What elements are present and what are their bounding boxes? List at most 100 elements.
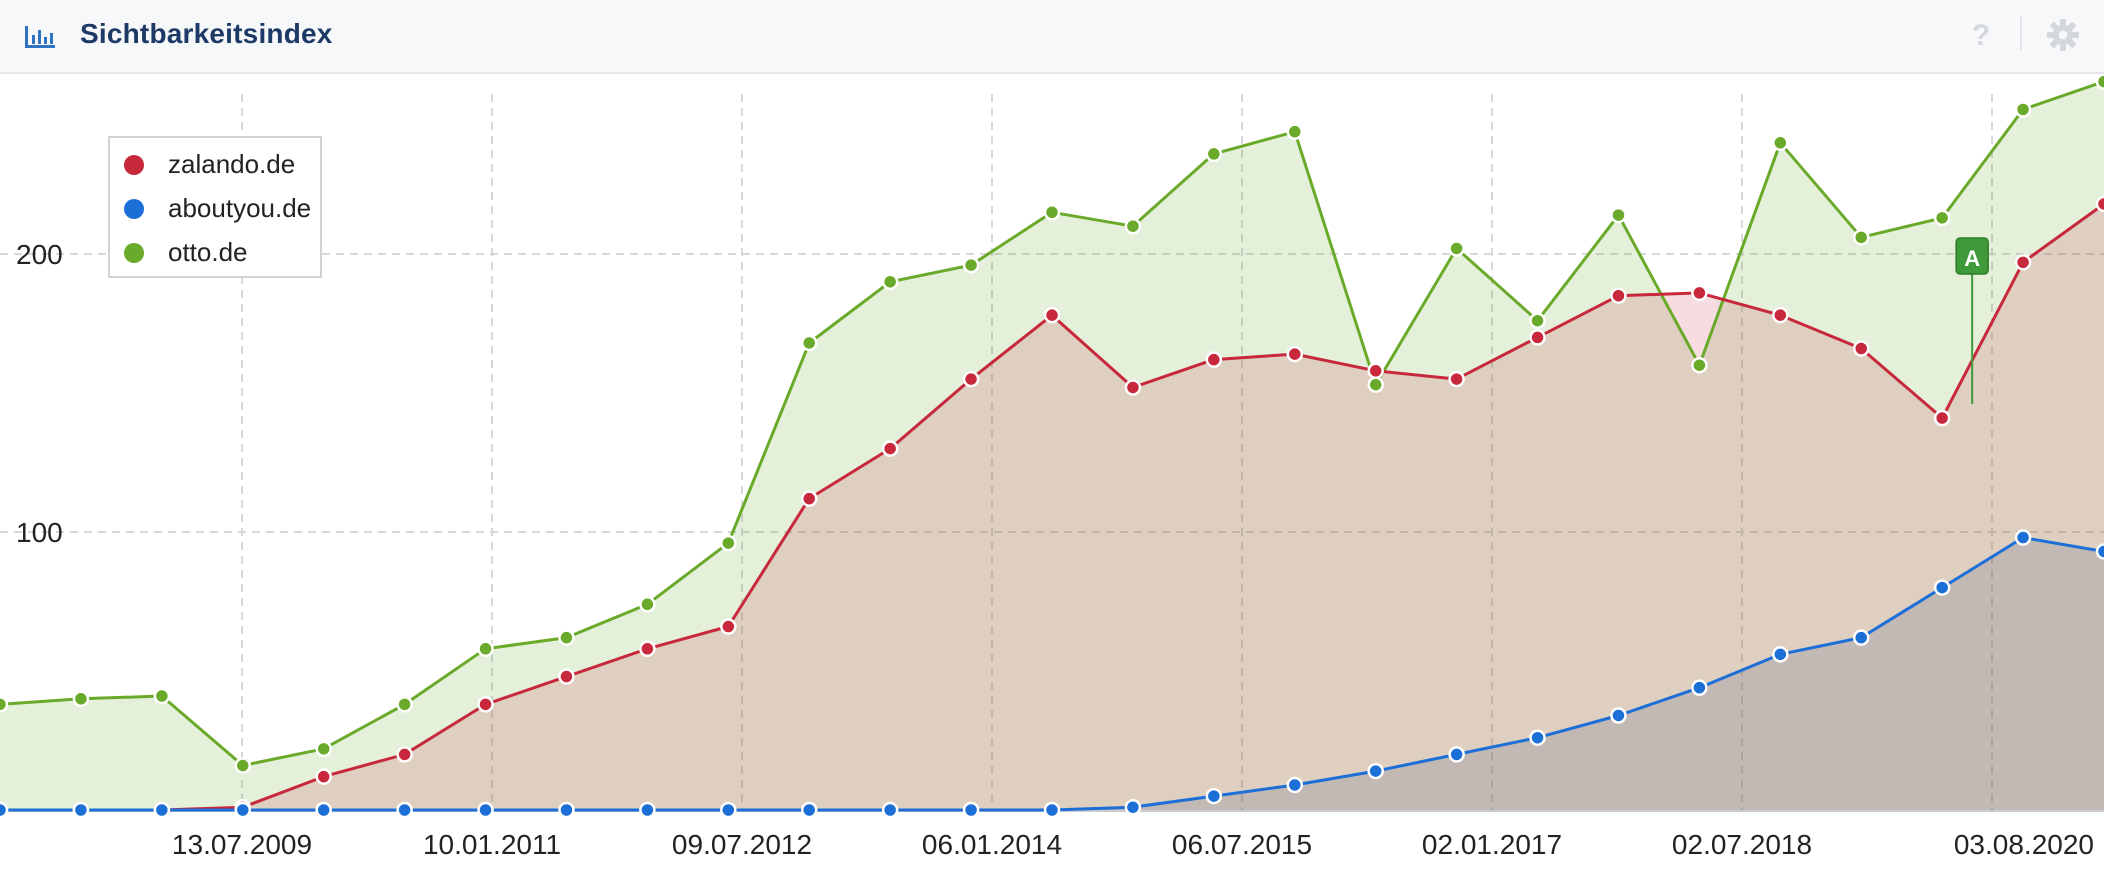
data-point[interactable] [1286, 345, 1304, 363]
data-point[interactable] [396, 801, 413, 819]
data-point[interactable] [881, 273, 899, 291]
data-point[interactable] [962, 256, 980, 274]
data-point[interactable] [1691, 284, 1708, 302]
annotation-marker[interactable]: A [1955, 237, 1989, 404]
data-point[interactable] [2014, 254, 2032, 271]
data-point[interactable] [1933, 579, 1951, 596]
legend-item-aboutyou[interactable]: aboutyou.de [120, 188, 320, 226]
data-point[interactable] [1205, 787, 1223, 805]
chart-title: Sichtbarkeitsindex [80, 18, 333, 49]
data-point[interactable] [881, 801, 899, 819]
data-point[interactable] [1205, 351, 1223, 368]
data-point[interactable] [1772, 306, 1789, 324]
data-point[interactable] [1772, 134, 1789, 152]
gear-icon[interactable] [2046, 18, 2080, 52]
data-point[interactable] [1772, 646, 1789, 663]
data-point[interactable] [234, 801, 252, 819]
data-point[interactable] [315, 801, 332, 819]
data-point[interactable] [558, 629, 575, 646]
data-point[interactable] [1043, 204, 1061, 221]
x-tick-label: 06.01.2014 [922, 829, 1062, 860]
data-point[interactable] [72, 690, 90, 708]
data-point[interactable] [1529, 312, 1546, 329]
data-point[interactable] [1529, 329, 1546, 346]
data-point[interactable] [1043, 306, 1061, 324]
data-point[interactable] [558, 668, 575, 685]
data-point[interactable] [315, 740, 332, 758]
data-point[interactable] [720, 534, 737, 552]
data-point[interactable] [1286, 776, 1304, 794]
legend-item-otto[interactable]: otto.de [120, 232, 320, 270]
x-axis: 13.07.2009 10.01.2011 09.07.2012 06.01.2014… [172, 829, 2094, 860]
data-point[interactable] [1610, 707, 1627, 724]
data-point[interactable] [720, 618, 737, 635]
data-point[interactable] [1367, 376, 1384, 393]
data-point[interactable] [1448, 370, 1465, 388]
data-point[interactable] [962, 370, 980, 388]
data-point[interactable] [153, 801, 171, 819]
data-point[interactable] [1610, 287, 1627, 304]
data-point[interactable] [1448, 240, 1465, 257]
data-point[interactable] [720, 801, 737, 819]
y-axis: 100 200 [16, 239, 63, 548]
data-point[interactable] [639, 640, 656, 658]
x-tick-label: 13.07.2009 [172, 829, 312, 860]
data-point[interactable] [1205, 145, 1223, 163]
data-point[interactable] [558, 801, 575, 819]
data-point[interactable] [639, 801, 656, 819]
data-point[interactable] [0, 801, 9, 819]
data-point[interactable] [315, 768, 332, 785]
data-point[interactable] [1448, 746, 1465, 763]
x-tick-label: 03.08.2020 [1954, 829, 2094, 860]
data-point[interactable] [396, 746, 413, 763]
data-point[interactable] [1933, 409, 1951, 427]
data-point[interactable] [800, 490, 818, 507]
data-point[interactable] [2095, 74, 2104, 90]
legend-label: otto.de [168, 237, 248, 267]
data-point[interactable] [1852, 229, 1870, 246]
y-tick-label: 200 [16, 239, 63, 270]
data-point[interactable] [1367, 362, 1384, 380]
data-point[interactable] [800, 801, 818, 819]
chart-areas [0, 81, 2104, 811]
data-point[interactable] [800, 334, 818, 352]
data-point[interactable] [1124, 798, 1142, 816]
data-point[interactable] [1043, 801, 1061, 819]
legend-label: aboutyou.de [168, 193, 312, 223]
legend-dot [124, 199, 144, 219]
data-point[interactable] [1852, 340, 1870, 357]
data-point[interactable] [1691, 679, 1708, 696]
data-point[interactable] [1852, 629, 1870, 646]
data-point[interactable] [962, 801, 980, 819]
bar-chart-icon [25, 26, 55, 48]
data-point[interactable] [1691, 356, 1708, 374]
data-point[interactable] [639, 596, 656, 613]
series-area [0, 537, 2104, 810]
data-point[interactable] [881, 440, 899, 457]
data-point[interactable] [1610, 206, 1627, 224]
data-point[interactable] [2014, 101, 2032, 118]
help-icon[interactable]: ? [1971, 19, 1991, 52]
data-point[interactable] [1286, 123, 1304, 140]
legend-item-zalando[interactable]: zalando.de [120, 144, 320, 182]
data-point[interactable] [1124, 217, 1142, 235]
data-point[interactable] [234, 757, 252, 774]
data-point[interactable] [0, 696, 9, 713]
data-point[interactable] [2095, 195, 2104, 213]
data-point[interactable] [1124, 379, 1142, 396]
marker-badge[interactable] [1955, 237, 1989, 275]
data-point[interactable] [477, 801, 494, 819]
header-divider [2020, 16, 2022, 50]
data-point[interactable] [477, 696, 494, 713]
data-point[interactable] [2014, 529, 2032, 546]
data-point[interactable] [1933, 209, 1951, 227]
data-point[interactable] [2095, 543, 2104, 560]
data-point[interactable] [153, 687, 171, 705]
data-point[interactable] [396, 696, 413, 713]
data-point[interactable] [477, 640, 494, 658]
x-tick-label: 10.01.2011 [423, 829, 561, 860]
data-point[interactable] [72, 801, 90, 819]
data-point[interactable] [1529, 729, 1546, 746]
data-point[interactable] [1367, 762, 1384, 780]
x-tick-label: 02.01.2017 [1422, 829, 1562, 860]
